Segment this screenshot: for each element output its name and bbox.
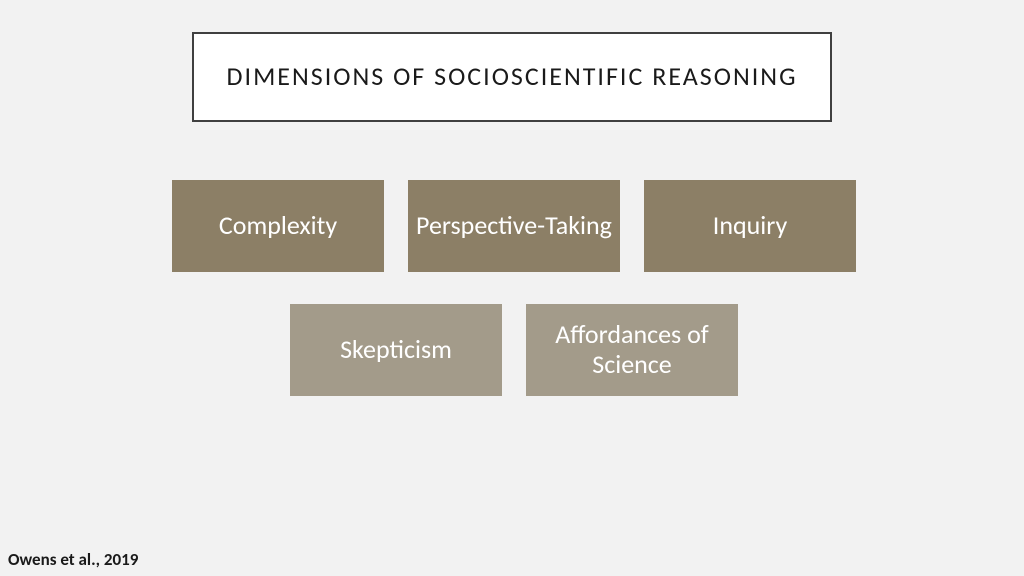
dimension-label: Perspective-Taking: [416, 211, 612, 241]
dimension-box: Perspective-Taking: [408, 180, 620, 272]
dimension-box: Inquiry: [644, 180, 856, 272]
title-text: DIMENSIONS OF SOCIOSCIENTIFIC REASONING: [227, 60, 798, 94]
citation-text: Owens et al., 2019: [8, 549, 138, 570]
dimension-box: Affordances of Science: [526, 304, 738, 396]
title-box: DIMENSIONS OF SOCIOSCIENTIFIC REASONING: [192, 32, 832, 122]
slide: DIMENSIONS OF SOCIOSCIENTIFIC REASONING …: [0, 0, 1024, 576]
dimension-label: Skepticism: [340, 335, 452, 365]
citation: Owens et al., 2019: [8, 549, 138, 570]
dimension-box: Complexity: [172, 180, 384, 272]
dimension-label: Complexity: [219, 211, 337, 241]
dimension-label: Affordances of Science: [534, 320, 730, 380]
dimension-label: Inquiry: [713, 211, 787, 241]
dimension-box: Skepticism: [290, 304, 502, 396]
